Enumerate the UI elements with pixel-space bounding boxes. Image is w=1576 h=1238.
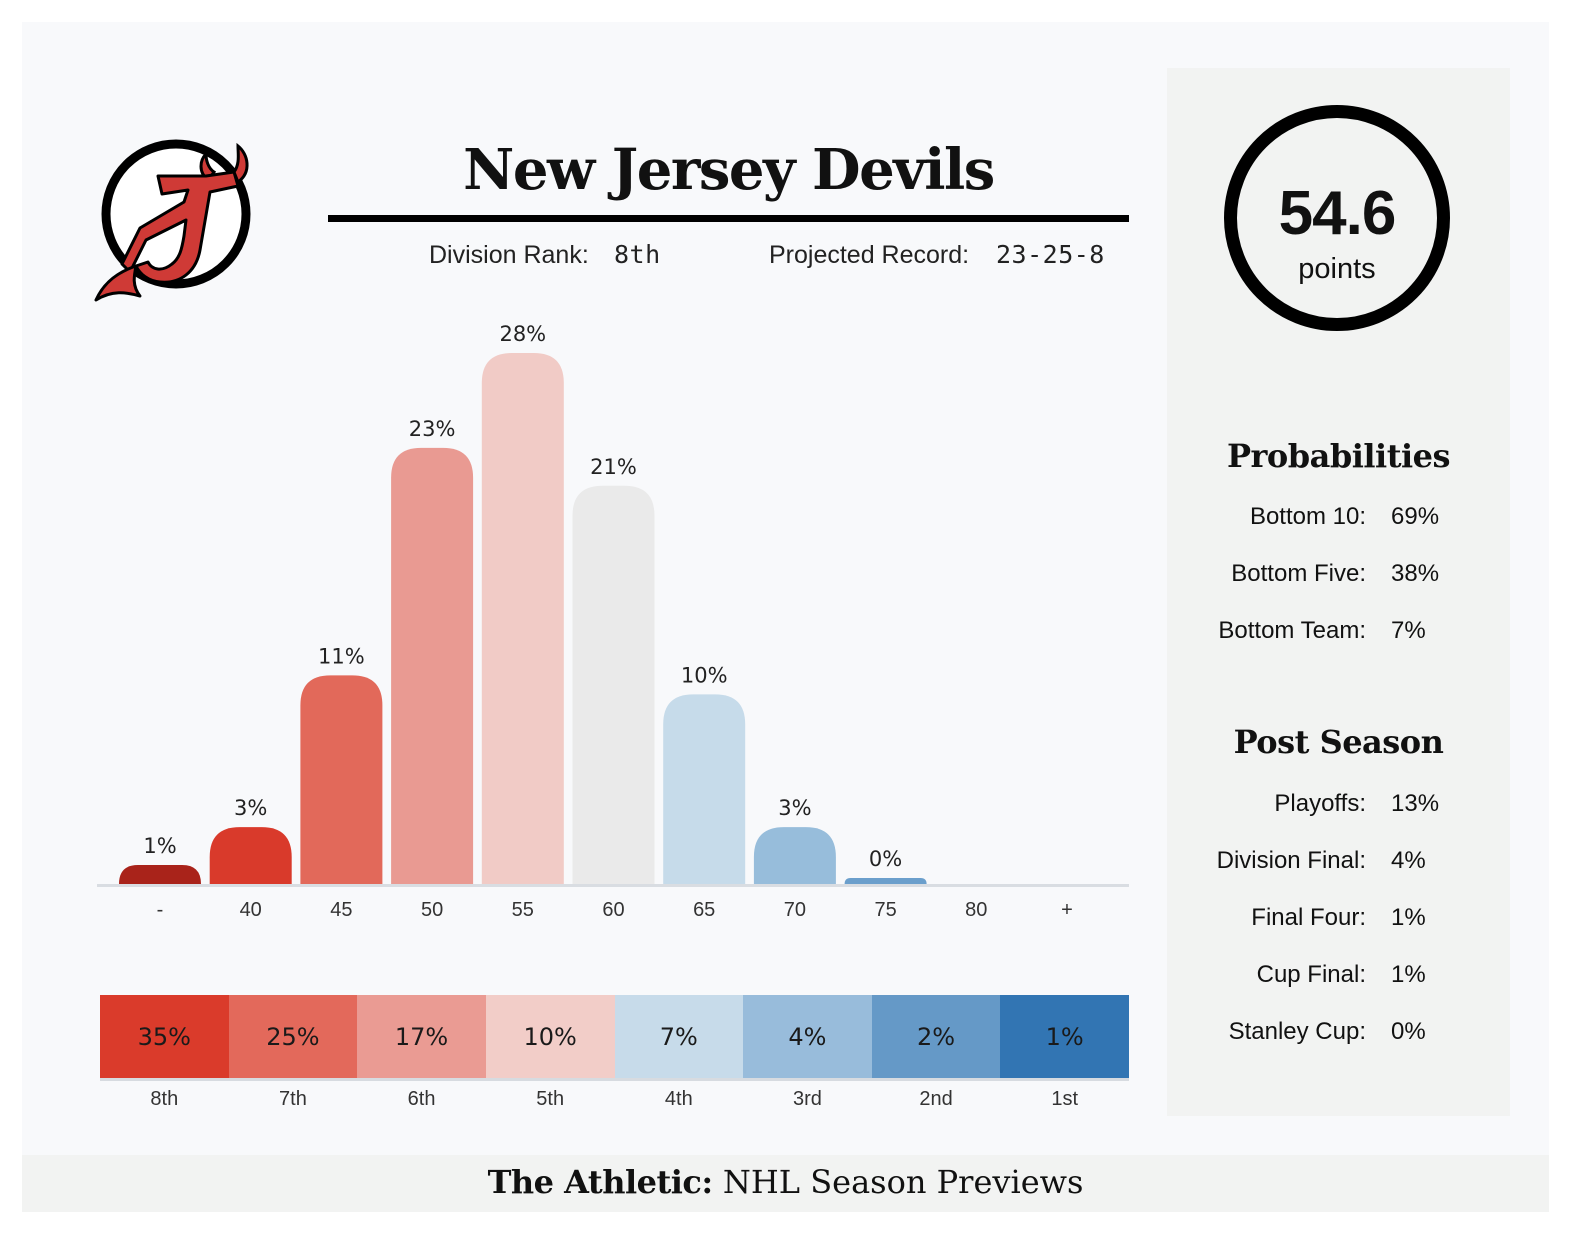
probability-value: 7% <box>1391 617 1426 644</box>
bar-40 <box>209 827 292 884</box>
bar-data-label: 3% <box>234 796 267 820</box>
finish-rank-labels: 8th 7th 6th 5th 4th 3rd 2nd 1st <box>100 1088 1129 1111</box>
bar-70 <box>753 827 836 884</box>
post-season-value: 13% <box>1391 790 1440 817</box>
bar-45 <box>300 675 383 884</box>
probability-value: 38% <box>1391 560 1440 587</box>
points-unit: points <box>1298 253 1376 285</box>
x-tick-label: 60 <box>602 899 624 921</box>
division-rank-label: Division Rank: <box>429 241 589 269</box>
x-tick-label: 55 <box>512 899 534 921</box>
probability-label: Bottom Team: <box>1218 617 1366 644</box>
strip-baseline <box>100 1078 1129 1081</box>
x-tick-label: 80 <box>965 899 987 921</box>
bar-data-label: 10% <box>681 663 728 687</box>
finish-rank-label: 2nd <box>919 1088 953 1110</box>
title-rule <box>328 215 1129 222</box>
bar-data-label: 28% <box>499 322 546 346</box>
bar-60 <box>572 485 655 884</box>
finish-cell-6th: 17% <box>357 995 486 1078</box>
points-distribution-chart: 1% - 3% 40 11% 45 23% 50 28% 55 21% 60 10% 65 3% 70 0% 75… <box>97 322 1129 921</box>
finish-cell-4th: 7% <box>614 995 744 1078</box>
finish-rank-label: 4th <box>664 1088 693 1110</box>
footer-text: NHL Season Previews <box>712 1163 1084 1201</box>
finish-cell-3rd: 4% <box>743 995 872 1078</box>
bar-data-label: 1% <box>143 834 176 858</box>
division-rank-value: 8th <box>614 240 661 269</box>
x-tick-label: 40 <box>240 899 262 921</box>
post-season-label: Division Final: <box>1216 847 1366 874</box>
probability-label: Bottom Five: <box>1231 560 1366 587</box>
bar-- <box>119 865 201 884</box>
post-season-label: Playoffs: <box>1274 790 1366 817</box>
bar-50 <box>391 447 474 884</box>
post-season-label: Cup Final: <box>1256 961 1366 988</box>
finish-cell-2nd: 2% <box>871 995 1001 1078</box>
probability-label: Bottom 10: <box>1249 503 1366 530</box>
bar-data-label: 21% <box>590 455 637 479</box>
finish-rank-label: 7th <box>279 1088 307 1110</box>
projected-record-label: Projected Record: <box>769 241 970 269</box>
bar-data-label: 23% <box>409 417 456 441</box>
x-tick-label: 50 <box>421 899 443 921</box>
finish-cell-5th: 10% <box>485 995 615 1078</box>
bar-data-label: 11% <box>318 644 365 668</box>
finish-rank-label: 5th <box>536 1088 565 1110</box>
x-tick-label: - <box>157 899 164 921</box>
finish-cell-8th: 35% <box>100 995 229 1078</box>
post-season-value: 0% <box>1391 1018 1426 1045</box>
x-tick-label: 70 <box>784 899 806 921</box>
finish-rank-label: 8th <box>150 1088 179 1110</box>
bar-75 <box>844 878 927 884</box>
points-value: 54.6 <box>1278 179 1397 248</box>
finish-rank-label: 3rd <box>792 1088 822 1110</box>
post-season-heading: Post Season <box>1233 723 1444 761</box>
post-season-label: Stanley Cup: <box>1228 1018 1366 1045</box>
bar-data-label: 3% <box>778 796 811 820</box>
bar-65 <box>663 694 746 884</box>
x-tick-label: 75 <box>874 899 896 921</box>
post-season-value: 1% <box>1391 961 1426 988</box>
projected-record-value: 23-25-8 <box>996 240 1105 269</box>
x-tick-label: 45 <box>330 899 352 921</box>
probabilities-heading: Probabilities <box>1226 437 1451 475</box>
post-season-value: 1% <box>1391 904 1426 931</box>
post-season-value: 4% <box>1391 847 1426 874</box>
finish-cell-7th: 25% <box>228 995 358 1078</box>
team-title: New Jersey Devils <box>463 137 995 203</box>
footer: The Athletic: NHL Season Previews <box>22 1155 1549 1212</box>
post-season-label: Final Four: <box>1251 904 1366 931</box>
finish-rank-label: 1st <box>1051 1088 1079 1110</box>
bar-55 <box>481 353 564 884</box>
points-ring: 54.6 points <box>1224 105 1450 331</box>
x-tick-label: + <box>1061 899 1073 921</box>
finish-probability-strip: 35% 25% 17% 10% 7% 4% 2% 1% <box>100 995 1129 1078</box>
finish-cell-1st: 1% <box>1000 995 1129 1078</box>
probability-value: 69% <box>1391 503 1440 530</box>
bar-data-label: 0% <box>869 847 902 871</box>
footer-brand: The Athletic: <box>487 1163 714 1201</box>
devils-logo-icon <box>94 139 251 302</box>
finish-rank-label: 6th <box>407 1088 436 1110</box>
x-tick-label: 65 <box>693 899 715 921</box>
